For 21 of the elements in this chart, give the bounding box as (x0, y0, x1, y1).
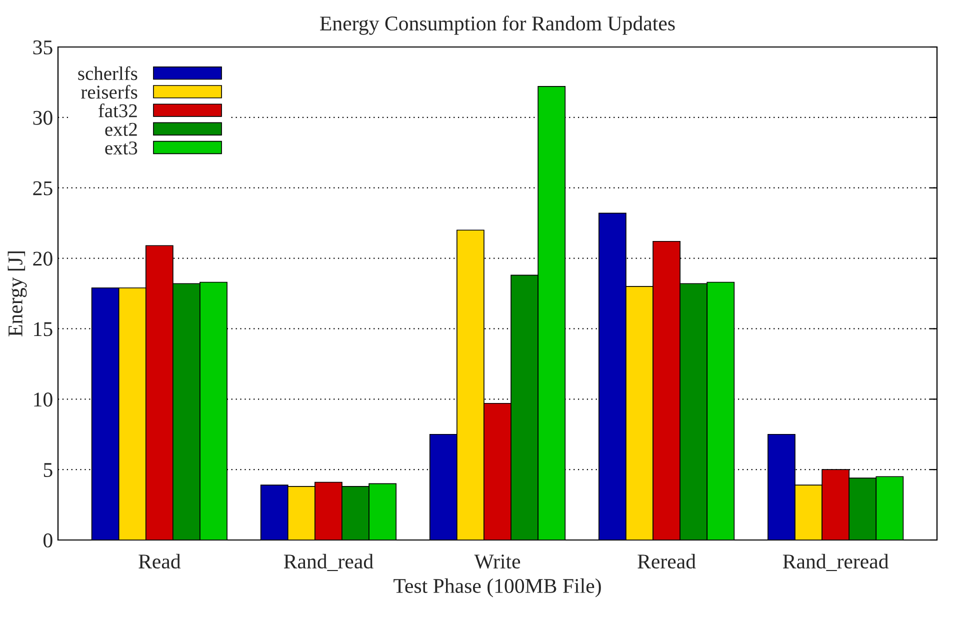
legend-label: scherlfs (78, 66, 138, 80)
legend-label: reiserfs (81, 84, 138, 99)
y-tick-label: 0 (44, 533, 52, 548)
y-tick-label: 10 (34, 392, 52, 407)
legend-label: ext3 (105, 141, 138, 155)
y-tick-label: 35 (33, 40, 52, 54)
x-tick-label: Rand_reread (782, 554, 889, 572)
y-tick-label: 15 (34, 322, 52, 336)
chart-title: Energy Consumption for Random Updates (320, 16, 675, 35)
legend-label: ext2 (105, 122, 137, 136)
y-tick-label: 30 (33, 110, 52, 125)
y-tick-label: 5 (44, 463, 52, 478)
y-axis-title: Energy [J] (8, 252, 27, 336)
legend-label: fat32 (98, 103, 137, 118)
x-tick-label: Reread (638, 554, 696, 569)
x-tick-label: Write (474, 554, 520, 569)
x-tick-label: Rand_read (284, 554, 374, 572)
y-tick-label: 20 (33, 252, 52, 266)
y-tick-label: 25 (33, 181, 52, 196)
x-tick-label: Read (138, 554, 181, 569)
x-axis-title: Test Phase (100MB File) (394, 578, 601, 598)
